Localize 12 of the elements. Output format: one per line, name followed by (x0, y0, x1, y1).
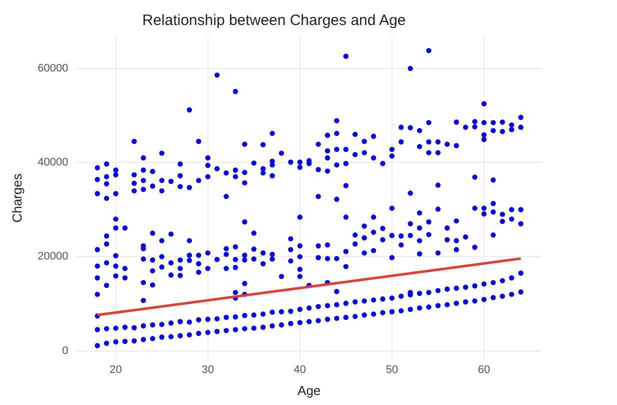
x-tick-label: 50 (386, 364, 398, 376)
x-tick-label: 60 (478, 364, 490, 376)
x-tick-label: 40 (294, 364, 306, 376)
y-tick-label: 20000 (38, 250, 68, 263)
x-tick-label: 20 (110, 364, 122, 376)
y-axis-title: Charges (9, 173, 24, 223)
x-tick-label: 30 (202, 364, 214, 376)
y-tick-label: 0 (62, 344, 68, 357)
y-tick-label: 40000 (38, 156, 68, 169)
y-tick-label: 60000 (38, 62, 68, 74)
x-axis-title: Age (298, 382, 321, 398)
chart-title: Relationship between Charges and Age (142, 12, 406, 30)
